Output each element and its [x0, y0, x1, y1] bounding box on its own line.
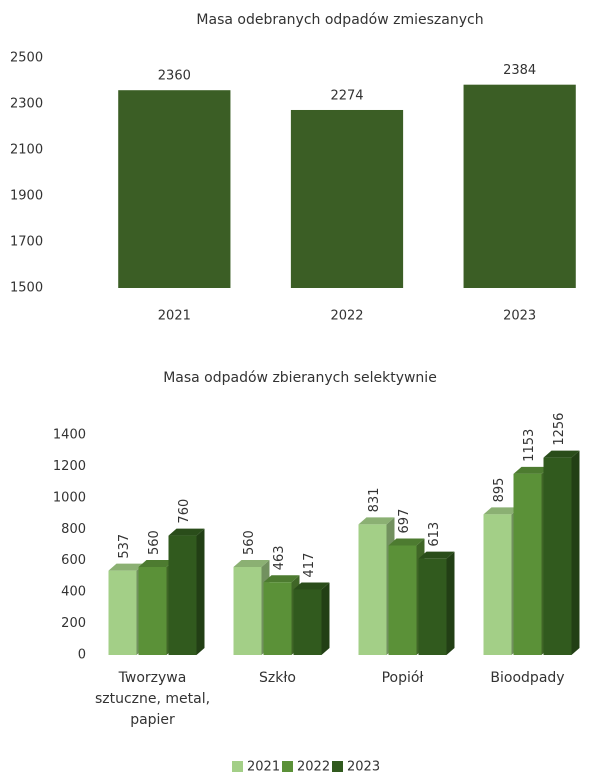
- y-tick-label: 1000: [53, 490, 86, 505]
- bar: [108, 570, 137, 655]
- value-label: 831: [367, 488, 382, 513]
- bar-top: [358, 517, 395, 525]
- bar-side: [196, 528, 205, 655]
- value-label: 895: [492, 478, 507, 503]
- value-label: 1153: [522, 429, 537, 462]
- bar-top: [418, 551, 455, 559]
- x-tick-label: 2022: [330, 309, 363, 324]
- y-tick-label: 1700: [10, 235, 43, 250]
- bar: [483, 514, 512, 655]
- value-label: 1256: [552, 413, 567, 446]
- bar-top: [233, 560, 270, 567]
- bar-top: [168, 528, 205, 536]
- value-label: 560: [147, 530, 162, 555]
- bar: [358, 524, 387, 655]
- x-tick-label: Popiół: [381, 670, 424, 686]
- legend-swatch: [332, 761, 343, 772]
- value-label: 760: [177, 499, 192, 524]
- value-label: 697: [397, 509, 412, 534]
- bar-top: [543, 450, 580, 458]
- bar: [168, 535, 197, 655]
- bar: [290, 109, 404, 288]
- legend-swatch: [232, 761, 243, 772]
- x-tick-label: Bioodpady: [490, 670, 565, 686]
- legend-label: 2022: [297, 760, 330, 774]
- y-tick-label: 2100: [10, 143, 43, 158]
- bar: [118, 90, 231, 288]
- bar-top: [513, 466, 550, 474]
- bar-top: [483, 507, 520, 515]
- bar: [418, 558, 447, 655]
- y-tick-label: 200: [61, 616, 86, 631]
- y-tick-label: 1900: [10, 189, 43, 204]
- legend-label: 2021: [247, 760, 280, 774]
- bar: [293, 589, 322, 655]
- bar-top: [108, 563, 145, 571]
- bar-top: [263, 575, 300, 583]
- y-tick-label: 1200: [53, 459, 86, 474]
- bar-side: [446, 551, 455, 655]
- bar: [233, 567, 262, 655]
- bar: [543, 457, 572, 655]
- y-tick-label: 1500: [10, 281, 43, 296]
- value-label: 560: [242, 530, 257, 555]
- x-tick-label: Szkło: [259, 670, 296, 686]
- y-tick-label: 800: [61, 522, 86, 537]
- bar-top: [138, 560, 175, 567]
- value-label: 613: [427, 522, 442, 547]
- y-tick-label: 2300: [10, 97, 43, 112]
- bar: [463, 84, 576, 289]
- y-tick-label: 600: [61, 553, 86, 568]
- y-tick-label: 1400: [53, 428, 86, 443]
- value-label: 2274: [330, 88, 363, 103]
- chart-title: Masa odebranych odpadów zmieszanych: [196, 12, 483, 28]
- bar: [513, 473, 542, 655]
- value-label: 537: [117, 534, 132, 559]
- legend-label: 2023: [347, 760, 380, 774]
- chart-title: Masa odpadów zbieranych selektywnie: [163, 370, 437, 386]
- bar: [388, 545, 417, 655]
- y-tick-label: 0: [78, 648, 86, 663]
- y-tick-label: 400: [61, 585, 86, 600]
- y-tick-label: 2500: [10, 51, 43, 66]
- value-label: 2360: [158, 69, 191, 84]
- bar: [138, 567, 167, 655]
- value-label: 417: [302, 553, 317, 578]
- x-tick-label: 2021: [158, 309, 191, 324]
- bar: [263, 582, 292, 655]
- x-tick-label: 2023: [503, 309, 536, 324]
- x-tick-label: Tworzywa sztuczne, metal, papier: [94, 670, 211, 728]
- bar-side: [571, 450, 580, 655]
- legend-swatch: [282, 761, 293, 772]
- value-label: 2384: [503, 63, 536, 78]
- bar-top: [388, 538, 425, 546]
- bar-top: [293, 582, 330, 590]
- value-label: 463: [272, 545, 287, 570]
- bar-side: [321, 582, 330, 655]
